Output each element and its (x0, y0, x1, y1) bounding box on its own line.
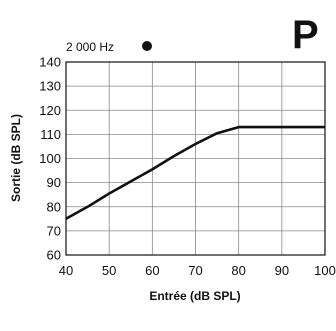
legend: 2 000 Hz (66, 40, 152, 54)
x-tick-label: 40 (59, 263, 73, 278)
x-tick-label: 80 (231, 263, 245, 278)
y-tick-label: 140 (39, 55, 61, 70)
grid (65, 61, 326, 256)
corner-letter: P (292, 13, 319, 57)
y-tick-label: 90 (47, 175, 61, 190)
x-axis-label: Entrée (dB SPL) (149, 289, 240, 303)
series-lines (65, 125, 325, 220)
series-line (65, 125, 325, 220)
plot-frame (65, 61, 326, 256)
legend-marker (142, 41, 152, 51)
x-tick-label: 100 (314, 263, 336, 278)
y-tick-label: 80 (47, 199, 61, 214)
x-tick-label: 60 (145, 263, 159, 278)
legend-label: 2 000 Hz (66, 40, 114, 54)
y-tick-label: 110 (40, 127, 61, 142)
y-axis-label: Sortie (dB SPL) (9, 114, 23, 202)
y-tick-label: 120 (39, 103, 61, 118)
x-tick-label: 90 (275, 263, 289, 278)
x-tick-label: 50 (102, 263, 116, 278)
y-tick-label: 100 (39, 151, 61, 166)
y-tick-label: 60 (47, 248, 61, 263)
y-tick-labels: 60 70 80 90 100 110 120 130 140 (39, 55, 61, 263)
y-tick-label: 130 (39, 79, 61, 94)
y-tick-label: 70 (47, 223, 61, 238)
x-tick-labels: 40 50 60 70 80 90 100 (59, 263, 336, 278)
x-tick-label: 70 (188, 263, 202, 278)
